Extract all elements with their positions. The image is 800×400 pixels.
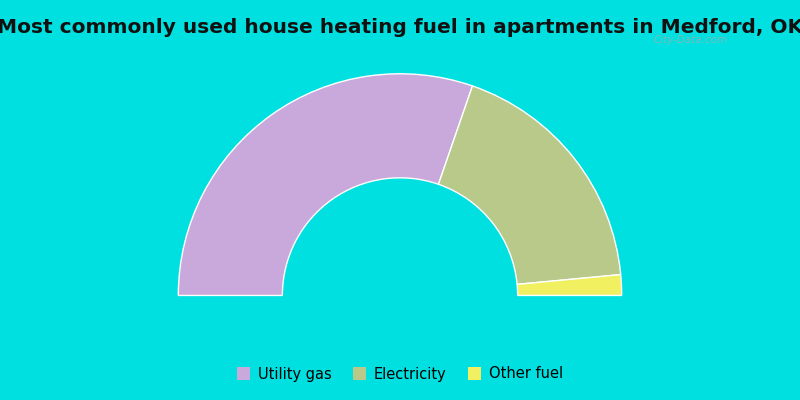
Wedge shape [517, 274, 622, 296]
Text: City-Data.com: City-Data.com [654, 35, 728, 45]
Wedge shape [178, 74, 473, 296]
Legend: Utility gas, Electricity, Other fuel: Utility gas, Electricity, Other fuel [231, 361, 569, 387]
Text: Most commonly used house heating fuel in apartments in Medford, OK: Most commonly used house heating fuel in… [0, 18, 800, 37]
Wedge shape [438, 86, 621, 284]
